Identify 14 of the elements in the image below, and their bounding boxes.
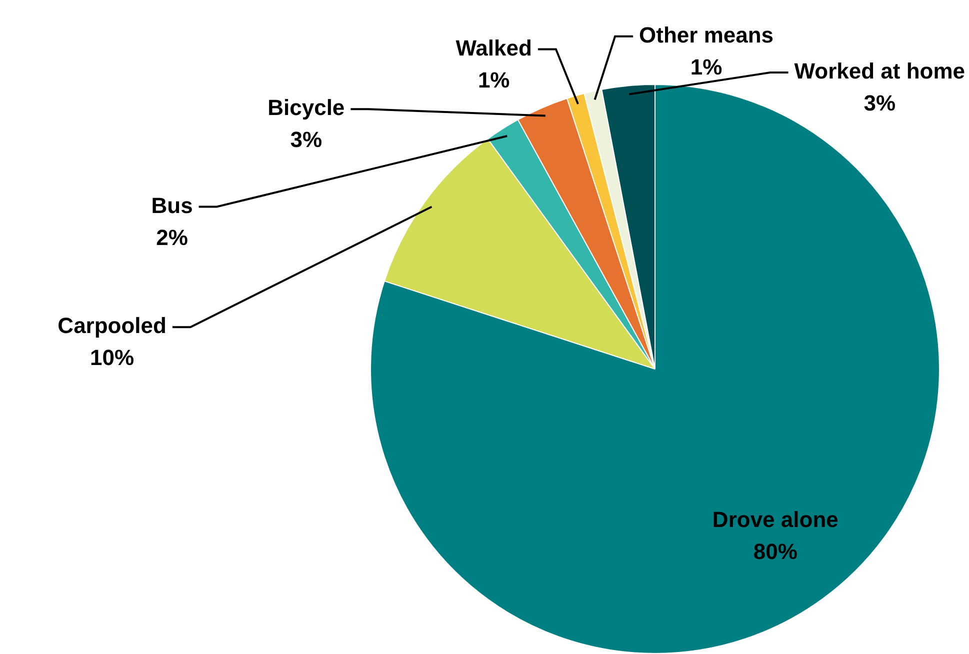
slice-label: Walked: [456, 35, 532, 60]
slice-label: Bus: [151, 192, 193, 218]
data-label: 1%: [690, 54, 722, 80]
data-label: 10%: [90, 345, 134, 370]
slice-label: Drove alone: [712, 506, 838, 532]
slice-label: Other means: [639, 22, 774, 48]
data-label: 80%: [753, 538, 798, 564]
slice-label: Carpooled: [58, 313, 166, 338]
data-label: 1%: [478, 67, 510, 92]
data-label: 3%: [864, 90, 896, 116]
slice-label: Bicycle: [268, 95, 345, 120]
data-label: 2%: [156, 224, 188, 250]
slice-label: Worked at home: [794, 58, 966, 84]
data-label: 3%: [290, 127, 322, 152]
